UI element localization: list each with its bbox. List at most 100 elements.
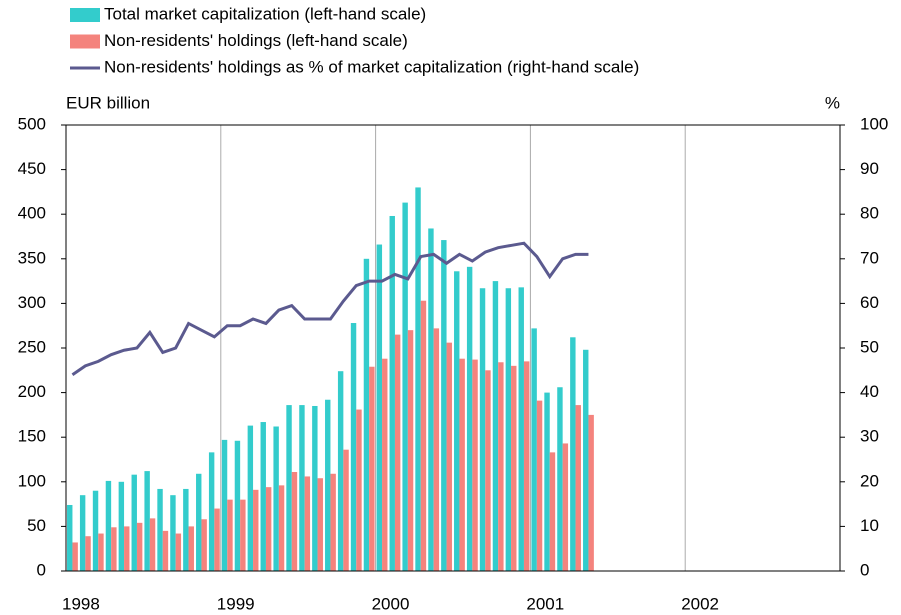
y-axis-label: EUR billion (66, 93, 150, 112)
bar (105, 480, 112, 571)
bar (136, 522, 143, 571)
bar (420, 300, 427, 571)
bar (415, 187, 421, 571)
y2-tick-label: 0 (860, 560, 869, 579)
y-tick-label: 150 (18, 427, 46, 446)
y-tick-label: 350 (18, 248, 46, 267)
bar (214, 508, 220, 571)
bar (72, 542, 78, 571)
bar (92, 490, 99, 571)
legend-label: Non-residents' holdings as % of market c… (104, 57, 639, 76)
bar (312, 405, 318, 571)
bar (466, 266, 473, 571)
bar (337, 371, 344, 571)
bar (183, 488, 189, 571)
bar (343, 449, 349, 571)
legend-swatch (70, 34, 100, 49)
bar (170, 495, 176, 571)
bar (157, 488, 163, 571)
bar (162, 530, 169, 571)
bar (492, 281, 499, 571)
bar (317, 478, 323, 571)
bar (234, 440, 241, 571)
y-tick-label: 100 (18, 471, 46, 490)
bar (505, 288, 512, 571)
bar (79, 495, 86, 571)
plot-frame (65, 124, 841, 572)
bar (201, 519, 207, 571)
bar (588, 414, 594, 571)
bar (428, 228, 434, 572)
bar (356, 409, 362, 571)
y-tick-label: 250 (18, 337, 46, 356)
bar (382, 358, 388, 571)
bar (570, 337, 576, 571)
bar (247, 425, 254, 571)
bar (330, 473, 336, 571)
bar (454, 271, 460, 571)
x-tick-label: 1999 (217, 594, 255, 613)
bar (253, 489, 259, 571)
bar (518, 287, 524, 571)
bar (389, 215, 395, 571)
y-tick-label: 300 (18, 293, 46, 312)
bar (221, 439, 228, 571)
bar (459, 358, 465, 571)
bar (124, 526, 130, 571)
legend-swatch (70, 8, 100, 22)
bar (394, 334, 401, 571)
y-tick-label: 0 (37, 560, 46, 579)
y2-axis-label: % (825, 93, 840, 112)
bar (260, 422, 266, 571)
y2-tick-label: 70 (860, 248, 879, 267)
bar (278, 485, 285, 571)
bar (85, 536, 91, 571)
y-tick-label: 50 (27, 516, 46, 535)
bar (446, 342, 452, 571)
bar (557, 387, 563, 571)
bar (208, 452, 215, 571)
bar (273, 426, 279, 571)
x-tick-label: 1998 (62, 594, 100, 613)
bar (144, 471, 150, 571)
y2-tick-label: 30 (860, 427, 879, 446)
bar (98, 533, 104, 571)
x-tick-label: 2002 (681, 594, 719, 613)
bar (583, 349, 589, 571)
x-tick-label: 2000 (372, 594, 410, 613)
y2-tick-label: 90 (860, 159, 879, 178)
y-tick-label: 200 (18, 382, 46, 401)
bar (196, 473, 202, 571)
y2-tick-label: 100 (860, 114, 888, 133)
bar (549, 452, 556, 571)
bar (291, 471, 298, 571)
bar (286, 405, 292, 571)
bar (433, 328, 440, 571)
bar (265, 487, 272, 571)
bar (498, 362, 504, 571)
y2-tick-label: 40 (860, 382, 879, 401)
bar (304, 476, 311, 571)
bar (544, 392, 550, 571)
y2-tick-label: 20 (860, 471, 879, 490)
bar (299, 405, 305, 571)
bar (472, 359, 478, 571)
bar (485, 370, 491, 571)
bar (67, 504, 73, 571)
x-tick-label: 2001 (526, 594, 564, 613)
bar (575, 405, 581, 571)
y-tick-label: 450 (18, 159, 46, 178)
bar (531, 328, 537, 571)
bar (407, 330, 414, 571)
bar (350, 323, 357, 571)
bar (402, 202, 408, 571)
bar (227, 499, 233, 571)
bar (376, 244, 383, 571)
bar (240, 499, 246, 571)
bar (562, 443, 569, 571)
bar (149, 518, 156, 571)
bar (369, 366, 375, 571)
legend-label: Total market capitalization (left-hand s… (104, 4, 426, 23)
bar (175, 533, 182, 571)
